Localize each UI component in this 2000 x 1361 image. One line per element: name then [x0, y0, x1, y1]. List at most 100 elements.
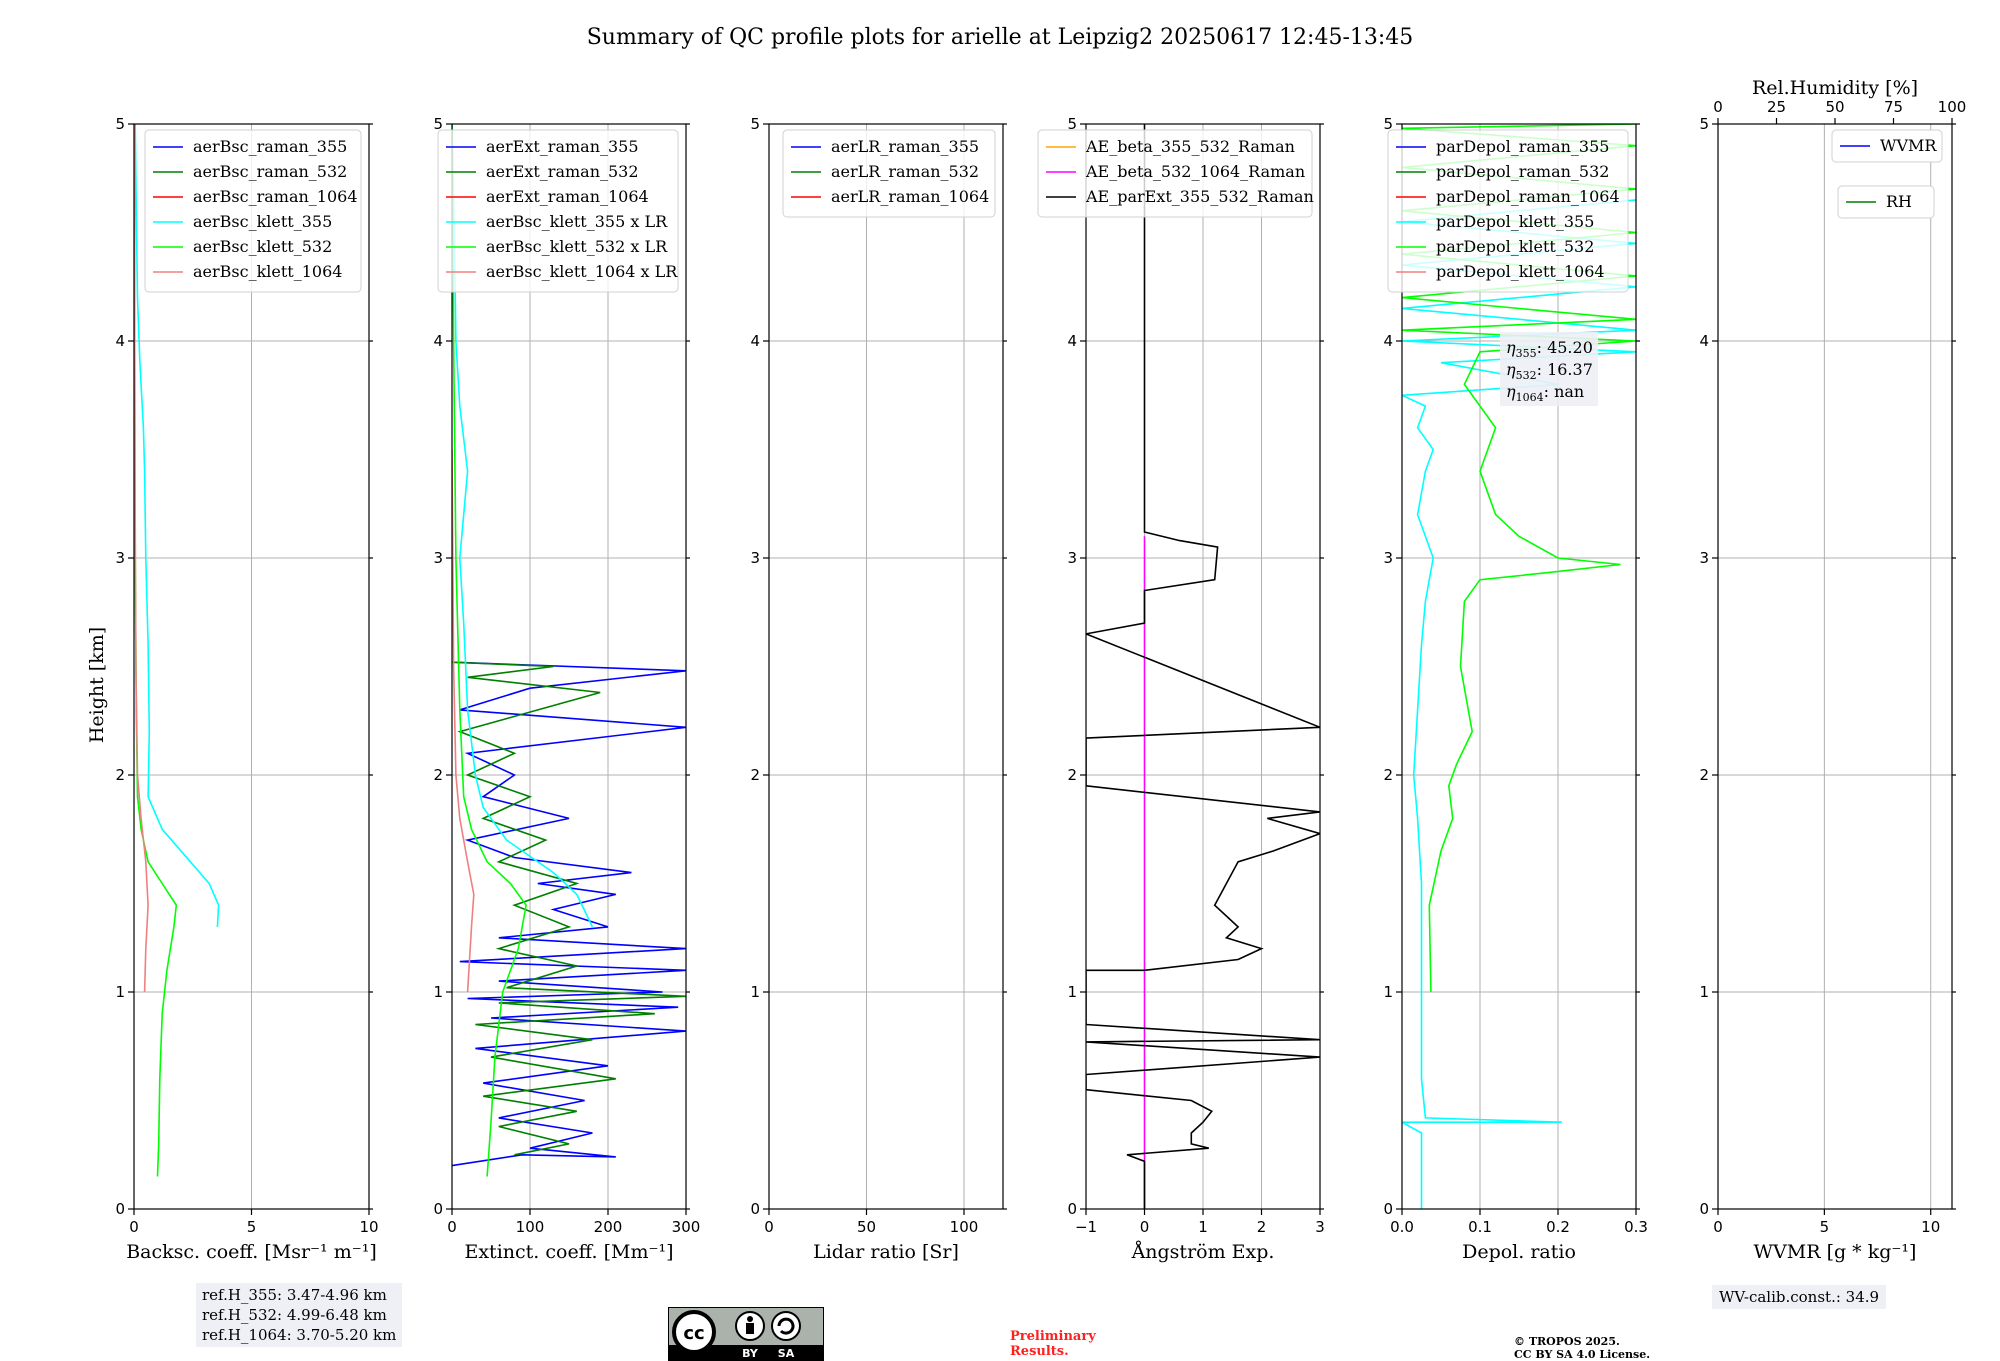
- eta-annotation-text: η532: 16.37: [1506, 360, 1593, 382]
- x-tick-label: 0.0: [1390, 1218, 1414, 1236]
- refh-1064-text: ref.H_1064: 3.70-5.20 km: [202, 1326, 397, 1344]
- top-tick-label: 25: [1767, 98, 1786, 116]
- series-line-aerbsc-klett-1064: [134, 124, 149, 993]
- panel-3: 0 50 100 0 1 2 3 4 5 Lidar ratio [Sr] aerLR_raman_…: [750, 115, 1007, 1263]
- legend-entry: aerBsc_raman_532: [193, 162, 347, 181]
- top-tick-label: 0: [1713, 98, 1723, 116]
- legend: aerBsc_raman_355 aerBsc_raman_532 aerBsc_r…: [144, 129, 362, 293]
- panel-1: 0 5 10 0 1 2 3 4 5 Backsc. coeff. [Msr⁻¹ m⁻¹] aerB…: [115, 115, 378, 1263]
- y-tick-label: 3: [1067, 549, 1077, 567]
- x-tick-label: 50: [857, 1218, 876, 1236]
- y-tick-label: 3: [1383, 549, 1393, 567]
- x-axis-label: Ångström Exp.: [1131, 1241, 1275, 1263]
- x-tick-label: 10: [1921, 1218, 1940, 1236]
- series-line-aerbsc-klett-1064-x-lr: [452, 449, 475, 993]
- y-tick-label: 0: [433, 1200, 443, 1218]
- x-axis-label: Extinct. coeff. [Mm⁻¹]: [464, 1241, 673, 1263]
- x-axis-label: Lidar ratio [Sr]: [813, 1241, 959, 1263]
- cc-logo-text: cc: [683, 1323, 704, 1344]
- y-tick-label: 1: [1699, 983, 1709, 1001]
- legend-entry: WVMR: [1880, 136, 1937, 155]
- legend-entry: AE_beta_355_532_Raman: [1085, 137, 1295, 156]
- top-tick-label: 100: [1938, 98, 1967, 116]
- x-tick-label: 10: [359, 1218, 378, 1236]
- y-tick-label: 5: [750, 115, 760, 133]
- y-tick-label: 4: [115, 332, 125, 350]
- y-tick-label: 0: [750, 1200, 760, 1218]
- legend-entry: parDepol_raman_532: [1436, 162, 1609, 181]
- x-tick-label: −1: [1075, 1218, 1097, 1236]
- y-tick-label: 2: [115, 766, 125, 784]
- copyright-note: © TROPOS 2025. CC BY SA 4.0 License.: [1514, 1335, 1651, 1361]
- refh-355-text: ref.H_355: 3.47-4.96 km: [202, 1286, 387, 1304]
- top-axis-label: Rel.Humidity [%]: [1752, 77, 1918, 99]
- share-alike-icon: [771, 1311, 801, 1341]
- legend-entry: AE_beta_532_1064_Raman: [1085, 162, 1305, 181]
- x-tick-label: 300: [672, 1218, 701, 1236]
- legend-entry: aerBsc_klett_1064 x LR: [486, 262, 678, 281]
- y-tick-label: 4: [1383, 332, 1393, 350]
- series-line-aerext-raman-532: [452, 661, 686, 1156]
- x-tick-label: 2: [1257, 1218, 1267, 1236]
- axes-frame: [1401, 123, 1637, 1210]
- x-axis-label: Backsc. coeff. [Msr⁻¹ m⁻¹]: [126, 1241, 377, 1263]
- legend-entry: aerBsc_klett_355 x LR: [486, 212, 668, 231]
- y-tick-label: 2: [1699, 766, 1709, 784]
- legend: AE_beta_355_532_Raman AE_beta_532_1064_Ra…: [1037, 129, 1314, 218]
- y-tick-label: 3: [750, 549, 760, 567]
- legend: parDepol_raman_355 parDepol_raman_532 parD…: [1387, 129, 1629, 293]
- y-tick-label: 5: [115, 115, 125, 133]
- sa-label: SA: [778, 1347, 795, 1360]
- legend: WVMR: [1831, 129, 1943, 163]
- y-tick-label: 3: [115, 549, 125, 567]
- series-line-aerbsc-klett-355: [134, 124, 220, 927]
- y-axis-label: Height [km]: [86, 627, 108, 743]
- y-tick-label: 0: [1383, 1200, 1393, 1218]
- legend: RH: [1837, 185, 1935, 219]
- legend-entry: aerExt_raman_532: [486, 162, 639, 181]
- reference-height-box: ref.H_355: 3.47-4.96 km ref.H_532: 4.99-…: [196, 1283, 403, 1347]
- y-tick-label: 1: [115, 983, 125, 1001]
- y-tick-label: 2: [433, 766, 443, 784]
- eta-annotation-text: η355: 45.20: [1506, 338, 1593, 360]
- x-axis-label: Depol. ratio: [1462, 1241, 1576, 1263]
- axes-frame: [1717, 123, 1953, 1210]
- axes-frame: [451, 123, 687, 1210]
- legend-entry: aerBsc_klett_532: [193, 237, 332, 256]
- y-tick-label: 3: [1699, 549, 1709, 567]
- legend-entry: aerLR_raman_355: [831, 137, 979, 156]
- x-tick-label: 0: [1140, 1218, 1150, 1236]
- cc-logo-icon: [672, 1310, 716, 1354]
- legend-entry: aerBsc_klett_532 x LR: [486, 237, 668, 256]
- eta-annotation-text: η1064: nan: [1506, 382, 1584, 404]
- series-line-aerext-raman-355: [452, 661, 686, 1167]
- legend-entry: aerBsc_raman_1064: [193, 187, 358, 206]
- y-tick-label: 1: [1383, 983, 1393, 1001]
- legend-entry: AE_parExt_355_532_Raman: [1085, 187, 1314, 206]
- y-tick-label: 1: [1067, 983, 1077, 1001]
- y-tick-label: 5: [433, 115, 443, 133]
- x-tick-label: 0: [129, 1218, 139, 1236]
- x-tick-label: 3: [1315, 1218, 1325, 1236]
- y-tick-label: 4: [1699, 332, 1709, 350]
- legend-entry: aerLR_raman_1064: [831, 187, 989, 206]
- x-tick-label: 200: [594, 1218, 623, 1236]
- legend: aerExt_raman_355 aerExt_raman_532 aerExt_r…: [437, 129, 679, 293]
- by-label: BY: [742, 1347, 759, 1360]
- series-line-pardepol-klett-355: [1402, 199, 1636, 1209]
- axes-frame: [768, 123, 1004, 1210]
- x-tick-label: 0: [764, 1218, 774, 1236]
- y-tick-label: 2: [750, 766, 760, 784]
- series-line-ae-parext-355-532-raman: [1086, 124, 1320, 1209]
- y-tick-label: 5: [1699, 115, 1709, 133]
- x-tick-label: 5: [1820, 1218, 1830, 1236]
- figure-title: Summary of QC profile plots for arielle …: [587, 25, 1414, 50]
- y-tick-label: 5: [1067, 115, 1077, 133]
- x-tick-label: 100: [516, 1218, 545, 1236]
- y-tick-label: 0: [115, 1200, 125, 1218]
- legend-entry: parDepol_raman_1064: [1436, 187, 1620, 206]
